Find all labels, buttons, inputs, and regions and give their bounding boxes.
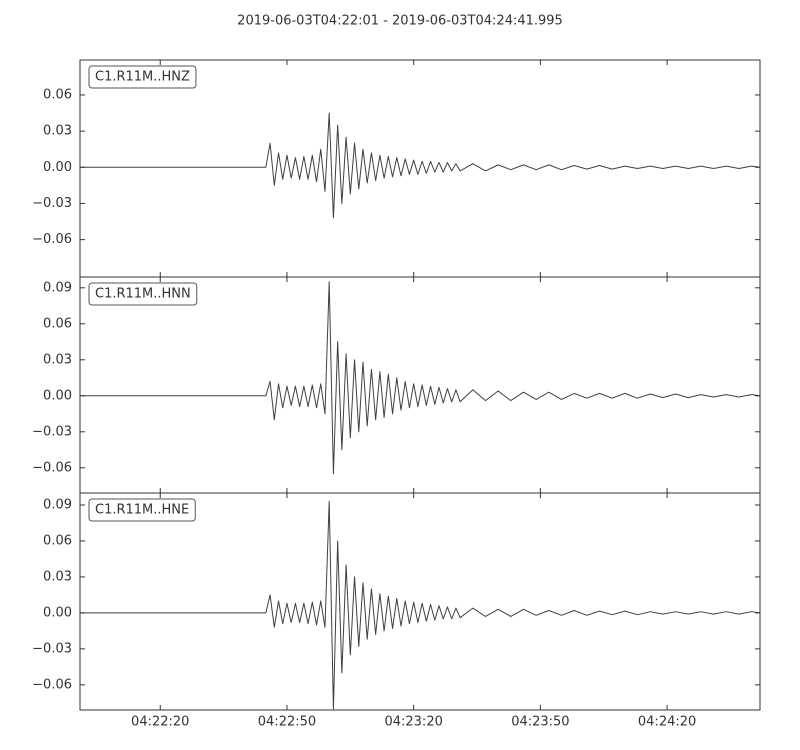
trace-label-box: [88, 498, 196, 522]
y-tick-label: −0.03: [32, 641, 72, 656]
y-tick-label: 0.00: [43, 388, 72, 403]
y-tick-label: 0.09: [43, 497, 72, 512]
trace-label-box: [88, 282, 198, 306]
panel-frame: [79, 276, 761, 494]
x-tick-label: 04:23:20: [384, 715, 442, 730]
y-tick-label: 0.03: [43, 569, 72, 584]
y-tick-label: −0.06: [32, 460, 72, 475]
y-tick-label: 0.09: [43, 280, 72, 295]
y-tick-label: 0.06: [43, 316, 72, 331]
trace-label: C1.R11M..HNZ: [95, 70, 190, 85]
y-tick-label: 0.06: [43, 533, 72, 548]
panel-frame: [79, 492, 761, 711]
y-tick-label: −0.03: [32, 196, 72, 211]
x-tick-label: 04:24:20: [638, 715, 696, 730]
y-tick-label: 0.00: [43, 160, 72, 175]
x-tick-label: 04:22:50: [258, 715, 316, 730]
waveform: [80, 112, 761, 219]
figure-title: 2019-06-03T04:22:01 - 2019-06-03T04:24:4…: [237, 14, 563, 29]
y-tick-label: 0.00: [43, 605, 72, 620]
waveform: [80, 281, 761, 475]
trace-label: C1.R11M..HNE: [95, 503, 189, 518]
trace-label: C1.R11M..HNN: [95, 287, 191, 302]
x-tick-label: 04:22:20: [131, 715, 189, 730]
y-tick-label: 0.03: [43, 124, 72, 139]
y-tick-label: −0.06: [32, 232, 72, 247]
x-tick-label: 04:23:50: [511, 715, 569, 730]
y-tick-label: 0.06: [43, 87, 72, 102]
y-tick-label: −0.06: [32, 677, 72, 692]
waveform: [80, 500, 761, 710]
y-tick-label: 0.03: [43, 352, 72, 367]
trace-label-box: [88, 65, 197, 89]
y-tick-label: −0.03: [32, 424, 72, 439]
